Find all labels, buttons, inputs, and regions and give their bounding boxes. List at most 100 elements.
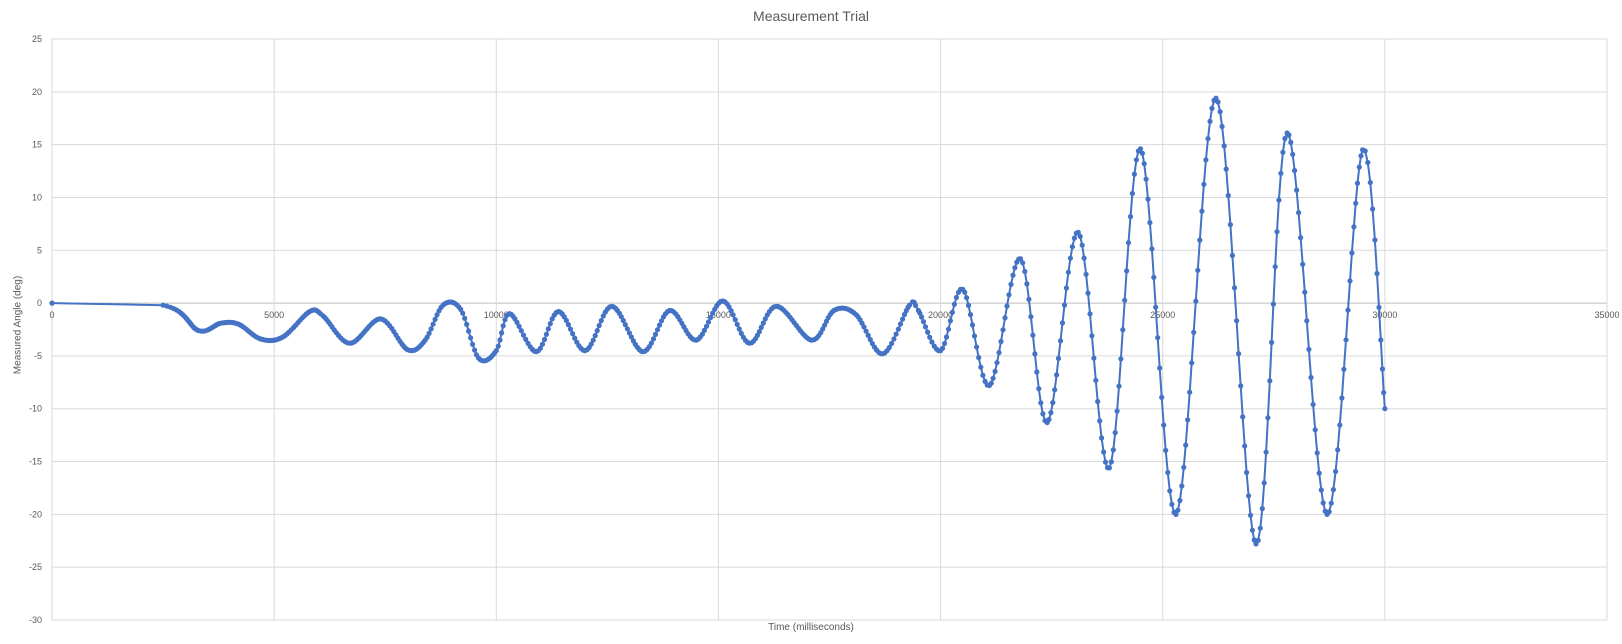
chart-title: Measurement Trial — [753, 8, 869, 24]
data-point — [1125, 240, 1132, 246]
data-point — [1095, 398, 1101, 405]
data-point — [1195, 267, 1201, 273]
data-point — [1270, 301, 1276, 307]
data-point — [1320, 500, 1326, 506]
data-point — [650, 336, 657, 342]
data-point — [1120, 327, 1126, 333]
y-tick-label: -15 — [29, 457, 42, 467]
data-point — [726, 304, 732, 310]
data-point — [1112, 430, 1118, 436]
data-point — [1055, 355, 1062, 361]
data-point — [1261, 480, 1267, 486]
data-point — [1193, 298, 1199, 304]
data-point — [943, 334, 950, 340]
data-point — [1159, 394, 1165, 400]
data-point — [1249, 527, 1255, 533]
data-point — [1167, 488, 1173, 494]
data-point — [570, 331, 576, 337]
data-point — [1251, 537, 1257, 543]
data-point — [1365, 159, 1371, 166]
x-tick-label: 15000 — [706, 310, 731, 320]
x-tick-label: 25000 — [1150, 310, 1175, 320]
data-point — [430, 321, 436, 327]
data-point — [1378, 337, 1384, 343]
x-tick-label: 35000 — [1594, 310, 1619, 320]
data-point — [901, 311, 908, 318]
data-point — [628, 334, 635, 340]
data-point — [730, 312, 736, 318]
data-point — [889, 340, 895, 347]
data-point — [1238, 383, 1244, 389]
data-point — [1006, 292, 1012, 298]
data-point — [1225, 192, 1231, 199]
data-point — [1091, 355, 1097, 361]
data-point — [1071, 235, 1077, 241]
data-point — [891, 336, 897, 342]
data-point — [1353, 200, 1359, 206]
data-point — [620, 317, 626, 324]
data-point — [1312, 427, 1318, 433]
data-point — [1036, 386, 1042, 392]
data-point — [1012, 265, 1018, 271]
data-point — [1205, 136, 1211, 142]
y-tick-label: 0 — [37, 298, 42, 308]
data-point — [1063, 285, 1069, 291]
data-point — [658, 318, 665, 324]
data-point — [978, 364, 984, 370]
data-point — [1177, 497, 1183, 504]
data-point — [893, 331, 899, 337]
data-point — [648, 340, 655, 346]
data-point — [1367, 179, 1373, 186]
data-point — [738, 330, 744, 336]
data-point — [758, 324, 764, 330]
data-point — [710, 310, 716, 316]
data-point — [563, 317, 570, 324]
data-point — [1349, 250, 1355, 256]
data-point — [992, 368, 998, 374]
data-point — [1110, 447, 1116, 453]
y-tick-label: -25 — [29, 562, 42, 572]
data-point — [567, 326, 574, 332]
data-point — [1240, 414, 1246, 420]
data-point — [1247, 512, 1254, 518]
data-point — [1308, 374, 1314, 381]
data-point — [865, 332, 871, 338]
series-group — [49, 95, 1388, 547]
data-point — [1137, 146, 1144, 152]
data-point — [988, 380, 994, 386]
data-point — [1197, 237, 1203, 243]
x-axis-label: Time (milliseconds) — [768, 622, 854, 633]
data-point — [1081, 255, 1087, 261]
data-point — [705, 319, 712, 325]
data-point — [940, 345, 946, 351]
data-point — [470, 341, 476, 347]
data-point — [520, 332, 527, 338]
data-point — [434, 312, 440, 318]
data-point — [1129, 190, 1135, 197]
x-tick-label: 5000 — [264, 310, 284, 320]
data-point — [1294, 187, 1300, 193]
data-point — [1067, 255, 1073, 261]
data-point — [1217, 109, 1223, 115]
data-point — [1116, 383, 1122, 389]
data-point — [867, 337, 873, 343]
data-point — [1102, 459, 1109, 465]
data-point — [1379, 366, 1385, 372]
data-point — [1157, 365, 1163, 371]
data-point — [974, 344, 980, 350]
data-point — [1020, 260, 1026, 266]
data-point — [622, 322, 628, 328]
data-point — [969, 322, 976, 328]
data-point — [1057, 338, 1064, 344]
data-point — [626, 330, 633, 336]
data-point — [1236, 351, 1242, 357]
data-point — [624, 326, 631, 332]
data-point — [1065, 269, 1071, 275]
data-point — [1187, 389, 1193, 395]
data-point — [1183, 442, 1189, 448]
data-point — [1010, 272, 1016, 278]
data-point — [1330, 487, 1336, 493]
data-point — [1269, 339, 1275, 346]
data-point — [590, 337, 596, 343]
data-point — [859, 320, 865, 326]
